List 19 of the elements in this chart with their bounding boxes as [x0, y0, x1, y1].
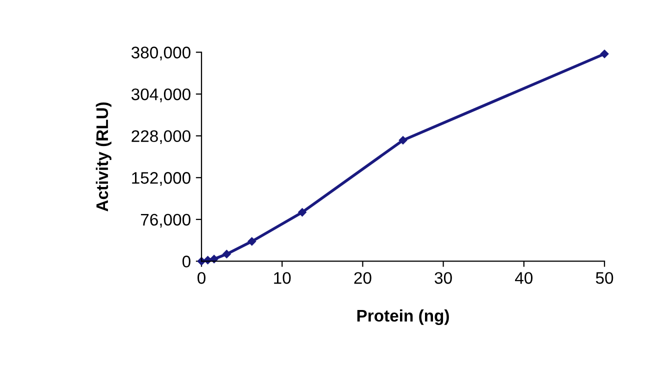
point	[298, 208, 306, 216]
y-tick-label: 0	[182, 256, 190, 268]
y-tick-label: 152,000	[132, 172, 190, 186]
point	[600, 50, 609, 58]
point	[222, 250, 231, 258]
y-tick-label: 228,000	[132, 130, 190, 144]
y-axis-title: Activity (RLU)	[96, 102, 112, 212]
x-axis-title: Protein (ng)	[357, 309, 449, 326]
y-tick-label: 304,000	[131, 88, 190, 102]
y-tick-label: 76,000	[140, 214, 190, 228]
x-tick-label: 50	[596, 272, 614, 284]
point	[248, 237, 256, 246]
x-tick-label: 20	[354, 272, 372, 284]
x-tick-label: 40	[515, 272, 533, 284]
x-tick-label: 10	[274, 272, 291, 284]
x-tick-label: 30	[434, 272, 452, 284]
x-tick-label: 0	[198, 272, 206, 284]
y-tick-label: 380,000	[131, 46, 190, 60]
point	[398, 136, 408, 144]
